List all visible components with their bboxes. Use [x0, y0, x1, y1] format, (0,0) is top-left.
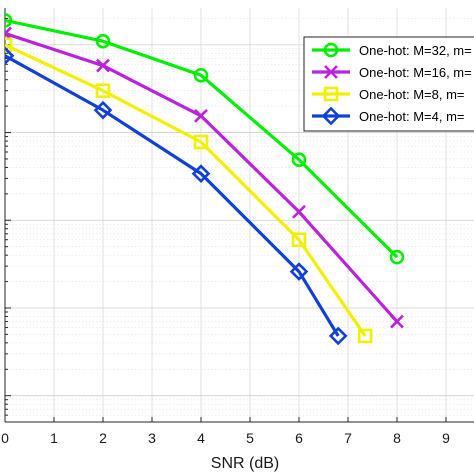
x-tick-label: 4 [197, 430, 205, 446]
data-point [323, 86, 339, 102]
series-line [5, 54, 340, 337]
x-tick-label: 3 [148, 430, 156, 446]
x-tick-label: 6 [295, 430, 303, 446]
data-point [95, 83, 111, 99]
data-point [289, 262, 309, 281]
series [5, 26, 404, 329]
legend-label: One-hot: M=8, m= [359, 87, 465, 102]
legend: One-hot: M=32, m= One-hot: M=16, m= One-ho… [303, 36, 474, 132]
data-point [5, 13, 13, 28]
x-tick-label: 5 [246, 430, 254, 446]
series-line [5, 18, 399, 259]
data-point [5, 26, 12, 41]
data-point [193, 134, 209, 150]
series [5, 13, 405, 265]
data-point [291, 152, 307, 168]
data-point [191, 164, 211, 183]
data-point [291, 232, 307, 248]
data-point [324, 65, 338, 79]
data-point [5, 37, 13, 53]
data-point [357, 328, 373, 344]
data-point [389, 249, 405, 265]
series-line [5, 43, 367, 337]
data-point [323, 42, 339, 58]
series [5, 46, 348, 346]
data-point [321, 106, 341, 126]
data-point [5, 46, 15, 66]
series [5, 37, 373, 344]
data-point [96, 58, 110, 73]
x-tick-label: 9 [442, 430, 450, 446]
data-point [292, 204, 306, 219]
legend-item: One-hot: M=8, m= [312, 86, 465, 102]
legend-label: One-hot: M=32, m= [359, 43, 472, 58]
x-axis-title: SNR (dB) [211, 455, 279, 472]
data-point [93, 100, 113, 120]
data-point [390, 314, 404, 329]
data-point [95, 33, 111, 49]
x-tick-label: 0 [1, 430, 9, 446]
x-tick-label: 8 [393, 430, 401, 446]
legend-label: One-hot: M=4, m= [359, 109, 465, 124]
legend-item: One-hot: M=4, m= [312, 106, 465, 126]
legend-item: One-hot: M=32, m= [312, 42, 472, 58]
x-tick-label: 1 [50, 430, 58, 446]
series-group [5, 13, 405, 346]
x-tick-label: 7 [344, 430, 352, 446]
data-point [194, 108, 208, 123]
axes: 0 1 2 3 4 5 6 7 8 9 [1, 8, 474, 446]
data-point [193, 67, 209, 83]
data-point [328, 326, 348, 346]
legend-label: One-hot: M=16, m= [359, 65, 472, 80]
legend-item: One-hot: M=16, m= [312, 65, 472, 80]
x-tick-label: 2 [99, 430, 107, 446]
